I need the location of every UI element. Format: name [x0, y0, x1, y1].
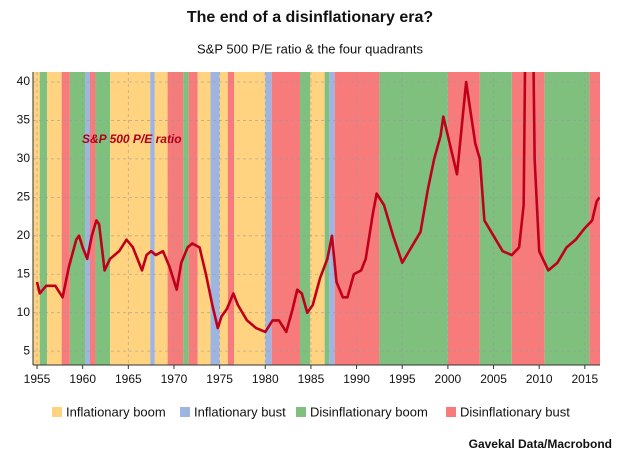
- regime-band: [210, 72, 220, 365]
- legend-label: Disinflationary boom: [310, 404, 428, 419]
- regime-band: [33, 72, 40, 365]
- regime-band: [544, 72, 590, 365]
- regime-band: [265, 72, 272, 365]
- regime-band: [324, 72, 330, 365]
- regime-band: [85, 72, 90, 365]
- legend-swatch: [180, 407, 190, 417]
- regime-band: [89, 72, 96, 365]
- legend-swatch: [296, 407, 306, 417]
- legend-label: Inflationary bust: [194, 404, 286, 419]
- chart-subtitle: S&P 500 P/E ratio & the four quadrants: [197, 41, 423, 56]
- regime-band: [167, 72, 184, 365]
- x-tick-label: 2015: [571, 372, 598, 386]
- y-tick-label: 40: [17, 74, 31, 88]
- regime-band: [110, 72, 151, 365]
- x-tick-label: 1995: [389, 372, 416, 386]
- x-tick-label: 1960: [69, 372, 96, 386]
- regime-band: [379, 72, 448, 365]
- y-tick-label: 20: [17, 228, 31, 242]
- y-tick-label: 25: [17, 190, 31, 204]
- y-tick-label: 30: [17, 151, 31, 165]
- regime-band: [310, 72, 325, 365]
- legend-label: Disinflationary bust: [460, 404, 570, 419]
- x-tick-label: 1975: [206, 372, 233, 386]
- x-tick-label: 1990: [343, 372, 370, 386]
- chart-title: The end of a disinflationary era?: [187, 9, 433, 26]
- source: Gavekal Data/Macrobond: [469, 437, 612, 451]
- regime-band: [69, 72, 86, 365]
- legend-swatch: [52, 407, 62, 417]
- x-tick-label: 1980: [252, 372, 279, 386]
- legend-swatch: [446, 407, 456, 417]
- regime-band: [154, 72, 168, 365]
- regime-band: [95, 72, 111, 365]
- y-tick-label: 15: [17, 266, 31, 280]
- regime-band: [329, 72, 335, 365]
- x-tick-label: 2005: [480, 372, 507, 386]
- regime-band: [589, 72, 600, 365]
- regime-band: [39, 72, 48, 365]
- regime-band: [219, 72, 228, 365]
- annotation: S&P 500 P/E ratio: [82, 132, 182, 146]
- pe-line: [35, 72, 600, 334]
- regime-band: [47, 72, 62, 365]
- legend-label: Inflationary boom: [66, 404, 166, 419]
- regime-band: [197, 72, 211, 365]
- regime-band: [511, 72, 545, 365]
- y-tick-label: 35: [17, 113, 31, 127]
- x-tick-label: 1955: [24, 372, 51, 386]
- y-tick-label: 10: [17, 305, 31, 319]
- regime-band: [183, 72, 189, 365]
- regime-band: [299, 72, 311, 365]
- y-tick-label: 5: [23, 343, 30, 357]
- x-tick-label: 1965: [115, 372, 142, 386]
- regime-band: [188, 72, 198, 365]
- x-tick-label: 1970: [161, 372, 188, 386]
- regime-band: [61, 72, 70, 365]
- regime-band: [227, 72, 235, 365]
- x-tick-label: 1985: [298, 372, 325, 386]
- x-tick-label: 2010: [526, 372, 553, 386]
- x-tick-label: 2000: [435, 372, 462, 386]
- regime-band: [150, 72, 155, 365]
